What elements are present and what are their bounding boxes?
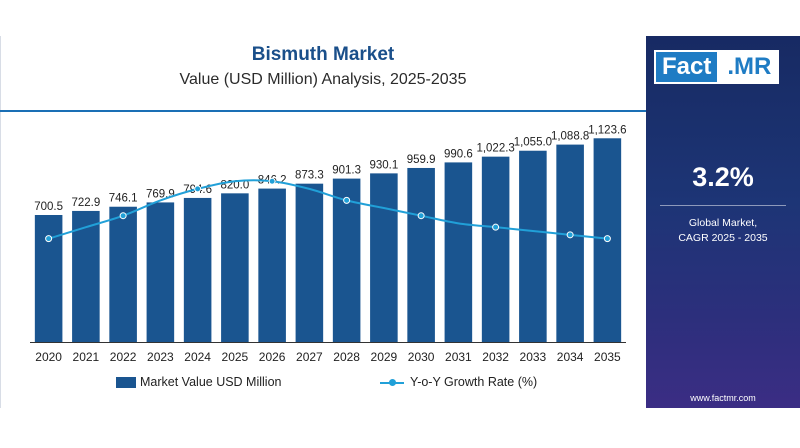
bar-2031 [444, 162, 473, 342]
legend-bar-swatch [116, 376, 136, 388]
x-tick-2024: 2024 [184, 350, 211, 364]
growth-point-2024 [194, 185, 202, 193]
growth-rate-line [48, 179, 608, 240]
cagr-value: 3.2% [692, 162, 754, 192]
data-label-2028: 901.3 [332, 165, 361, 177]
x-tick-2022: 2022 [110, 350, 137, 364]
cagr-label-line-1: Global Market, [688, 217, 758, 229]
bar-line-chart: 700.52020722.92021746.12022769.92023794.… [30, 124, 627, 364]
logo-right: .MR [719, 50, 780, 84]
x-tick-2035: 2035 [594, 350, 621, 364]
x-tick-2023: 2023 [147, 350, 174, 364]
data-label-2035: 1,123.6 [588, 124, 626, 136]
factmr-logo: Fact .MR [654, 50, 792, 84]
data-label-2032: 1,022.3 [476, 143, 514, 155]
bar-2033 [519, 150, 547, 342]
x-tick-2027: 2027 [296, 350, 323, 364]
legend-line-label: Y-o-Y Growth Rate (%) [410, 375, 538, 389]
legend-line-series: Y-o-Y Growth Rate (%) [380, 375, 537, 389]
bar-2023 [146, 202, 175, 342]
legend-line-swatch [380, 377, 404, 388]
legend-bar-series: Market Value USD Million [116, 375, 281, 389]
growth-point-2032 [492, 223, 500, 231]
legend-bar-label: Market Value USD Million [140, 375, 282, 389]
growth-point-2028 [343, 196, 351, 204]
data-label-2022: 746.1 [109, 193, 138, 205]
data-label-2021: 722.9 [71, 197, 100, 209]
bar-2030 [407, 167, 435, 342]
chart-title: Bismuth Market [251, 44, 395, 65]
x-tick-2026: 2026 [259, 350, 286, 364]
x-tick-2030: 2030 [408, 350, 435, 364]
title-divider [0, 110, 646, 112]
data-label-2027: 873.3 [295, 170, 324, 182]
bar-2027 [295, 183, 324, 342]
cagr-divider [660, 205, 786, 206]
x-tick-2031: 2031 [445, 350, 472, 364]
x-tick-2029: 2029 [371, 350, 398, 364]
sidebar-panel [646, 36, 800, 408]
data-label-2030: 959.9 [407, 154, 436, 166]
bar-2022 [109, 206, 137, 342]
bar-2028 [332, 178, 361, 342]
x-tick-2032: 2032 [482, 350, 509, 364]
bar-2032 [481, 156, 510, 342]
data-label-2033: 1,055.0 [514, 137, 552, 149]
cagr-label: Global Market, CAGR 2025 - 2035 [646, 216, 800, 246]
x-tick-2033: 2033 [520, 350, 547, 364]
data-label-2029: 930.1 [369, 159, 398, 171]
bar-2026 [258, 188, 286, 342]
x-tick-2028: 2028 [333, 350, 360, 364]
chart-subtitle: Value (USD Million) Analysis, 2025-2035 [179, 71, 467, 88]
x-tick-2020: 2020 [35, 350, 62, 364]
bar-2021 [72, 210, 100, 342]
logo-left: Fact [654, 50, 720, 84]
bar-2034 [556, 144, 584, 342]
growth-point-2020 [45, 235, 53, 243]
website-label: www.factmr.com [690, 393, 756, 403]
x-tick-2025: 2025 [222, 350, 249, 364]
data-label-2034: 1,088.8 [551, 131, 589, 143]
cagr-label-line-2: CAGR 2025 - 2035 [678, 232, 768, 244]
growth-point-2022 [119, 212, 127, 220]
bar-2029 [370, 173, 398, 342]
growth-point-2034 [566, 231, 574, 239]
growth-point-2030 [417, 212, 425, 220]
bar-2025 [221, 193, 249, 342]
data-label-2031: 990.6 [444, 148, 473, 160]
bar-2024 [183, 197, 212, 342]
data-label-2023: 769.9 [146, 188, 175, 200]
growth-point-2035 [603, 235, 611, 243]
x-tick-2034: 2034 [557, 350, 584, 364]
x-tick-2021: 2021 [73, 350, 100, 364]
growth-point-2026 [268, 177, 276, 185]
bar-2020 [34, 214, 63, 342]
data-label-2020: 700.5 [34, 201, 63, 213]
